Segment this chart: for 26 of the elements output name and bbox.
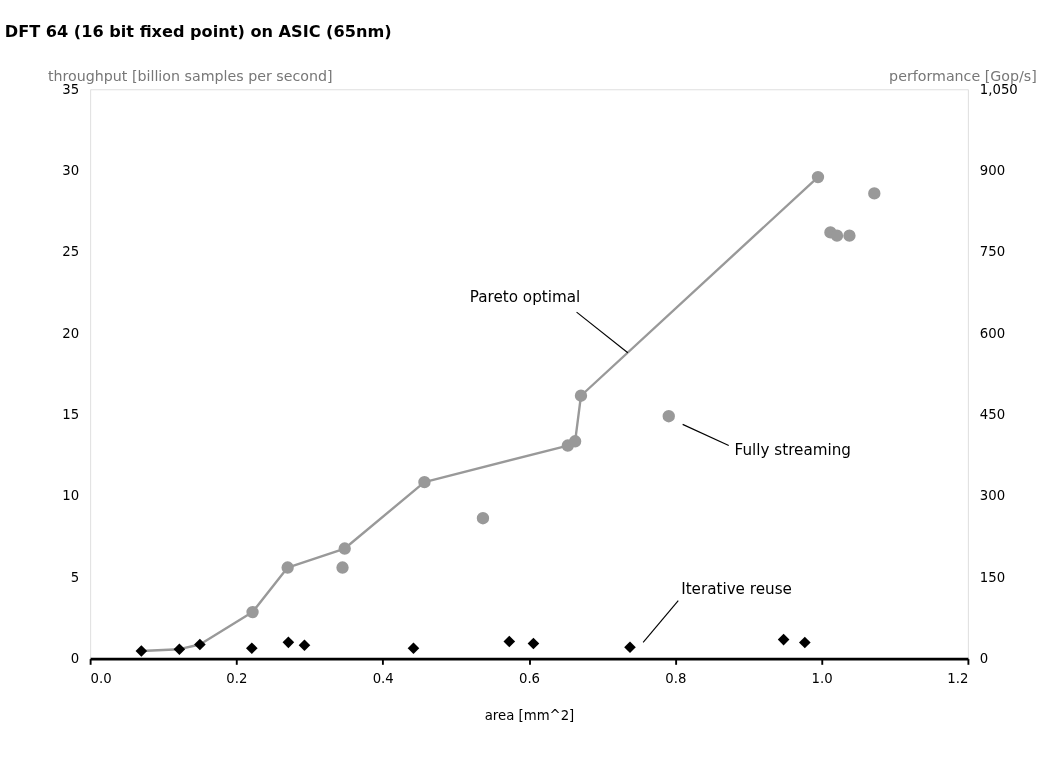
y-tick-label: 5 — [70, 569, 80, 585]
y-tick-label: 10 — [62, 488, 80, 504]
x-tick-label: 0.0 — [90, 670, 112, 686]
y-tick-label: 25 — [62, 244, 80, 260]
y2-tick-label: 750 — [979, 244, 1006, 260]
annotation: Pareto optimal — [469, 288, 581, 307]
y2-tick-label: 300 — [979, 488, 1006, 504]
x-tick-label: 1.0 — [811, 670, 833, 686]
y-tick-label: 15 — [62, 406, 80, 422]
annotation: Fully streaming — [734, 441, 851, 460]
y-tick-label: 30 — [62, 162, 80, 178]
x-tick-label: 1.2 — [947, 670, 969, 686]
y2-tick-label: 0 — [979, 650, 989, 666]
x-tick-label: 0.6 — [518, 670, 541, 686]
x-tick-label: 0.8 — [665, 670, 687, 686]
y2-tick-label: 600 — [979, 325, 1006, 341]
y2-tick-label: 150 — [979, 569, 1006, 585]
y-tick-label: 0 — [70, 650, 80, 666]
annotation: Iterative reuse — [681, 580, 792, 599]
chart-title: DFT 64 (16 bit fixed point) on ASIC (65nm) — [4, 22, 392, 42]
x-axis-title: area [mm^2] — [484, 707, 575, 723]
y2-tick-label: 900 — [979, 162, 1006, 178]
y-tick-label: 20 — [62, 325, 80, 341]
x-tick-label: 0.4 — [372, 670, 394, 686]
y2-tick-label: 450 — [979, 406, 1006, 422]
x-tick-label: 0.2 — [226, 670, 248, 686]
